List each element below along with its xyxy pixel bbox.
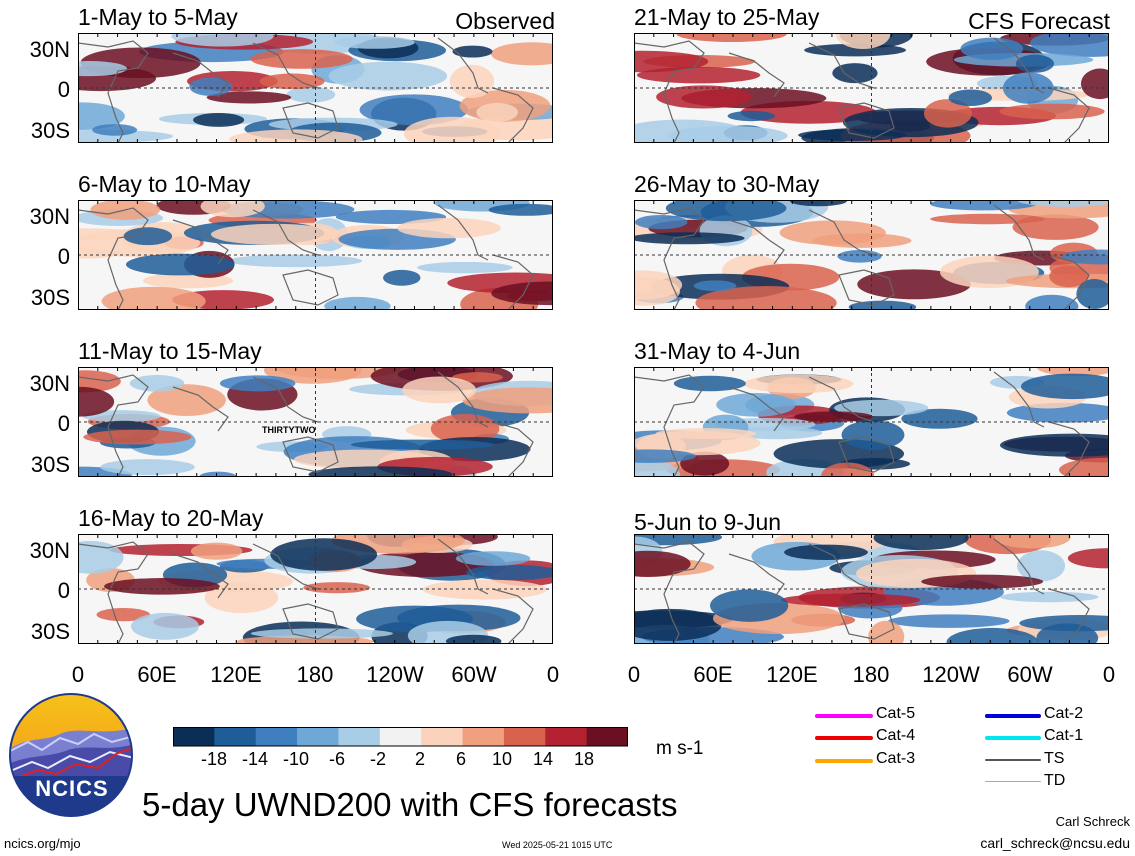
panel-title-3: 11-May to 15-May <box>78 338 262 364</box>
map-panel-6 <box>634 200 1109 310</box>
lon-label: 60W <box>1007 662 1053 687</box>
colorbar-tick: 10 <box>491 749 513 769</box>
legend-label-cat2: Cat-2 <box>1044 705 1084 722</box>
panel-title-5: 21-May to 25-May <box>634 4 820 30</box>
colorbar-swatch <box>297 728 339 746</box>
lat-label-eq: 0 <box>57 77 70 102</box>
lat-label-30s: 30S <box>30 118 70 143</box>
lon-label: 180 <box>296 662 334 687</box>
map-panel-1 <box>78 33 553 143</box>
lon-label: 120E <box>210 662 262 687</box>
legend-label-cat4: Cat-4 <box>876 727 916 744</box>
panel-title-6: 26-May to 30-May <box>634 171 820 197</box>
map-panel-3 <box>78 367 553 477</box>
timestamp: Wed 2025-05-21 1015 UTC <box>502 840 613 850</box>
map-panel-5 <box>634 33 1109 143</box>
legend-line-ts <box>985 759 1041 761</box>
lat-label-eq: 0 <box>57 578 70 603</box>
lon-label: 120E <box>766 662 818 687</box>
lon-label: 0 <box>546 662 560 687</box>
colorbar-swatch <box>173 728 215 746</box>
lat-label-30n: 30N <box>29 37 70 62</box>
colorbar-swatch <box>214 728 257 746</box>
legend-line-cat2 <box>985 714 1041 718</box>
logo-text: NCICS <box>35 776 109 801</box>
lon-label: 60W <box>451 662 497 687</box>
author-email: carl_schreck@ncsu.edu <box>980 835 1130 851</box>
map-panel-8 <box>634 534 1109 644</box>
colorbar-tick: 14 <box>532 749 554 769</box>
colorbar-tick: -6 <box>328 749 346 769</box>
map-panel-4 <box>78 534 553 644</box>
panel-title-7: 31-May to 4-Jun <box>634 338 801 364</box>
lon-label: 60E <box>137 662 177 687</box>
colorbar-tick: -18 <box>200 749 228 769</box>
lat-label-30s: 30S <box>30 285 70 310</box>
colorbar-tick: -2 <box>369 749 387 769</box>
lon-label: 180 <box>852 662 890 687</box>
colorbar-tick: 6 <box>455 749 467 769</box>
colorbar-tick: 2 <box>414 749 426 769</box>
legend-label-ts: TS <box>1044 750 1065 767</box>
storm-label: THIRTYTWO <box>262 425 316 435</box>
lat-label-30n: 30N <box>29 371 70 396</box>
colorbar-tick: 18 <box>573 749 595 769</box>
colorbar-swatch <box>255 728 298 746</box>
site-url: ncics.org/mjo <box>4 836 81 851</box>
lat-label-30n: 30N <box>29 204 70 229</box>
legend-label-cat5: Cat-5 <box>876 705 916 722</box>
colorbar-tick: -10 <box>282 749 310 769</box>
legend-line-cat5 <box>815 714 873 718</box>
lon-label: 0 <box>627 662 641 687</box>
map-panel-2 <box>78 200 553 310</box>
lon-label: 60E <box>693 662 733 687</box>
ncics-logo <box>9 693 133 817</box>
author-name: Carl Schreck <box>1055 814 1130 829</box>
lat-label-eq: 0 <box>57 244 70 269</box>
lon-label: 120W <box>922 662 980 687</box>
colorbar-swatch <box>503 728 546 746</box>
legend-label-cat1: Cat-1 <box>1044 727 1084 744</box>
panel-title-8: 5-Jun to 9-Jun <box>634 509 782 535</box>
map-panel-7 <box>634 367 1109 477</box>
legend-line-cat4 <box>815 736 873 740</box>
observed-label: Observed <box>455 8 555 34</box>
colorbar-swatch <box>421 728 464 746</box>
panel-title-4: 16-May to 20-May <box>78 505 264 531</box>
cfs-forecast-label: CFS Forecast <box>968 8 1110 34</box>
legend-line-td <box>985 781 1041 782</box>
lat-label-30s: 30S <box>30 452 70 477</box>
colorbar <box>173 727 628 747</box>
colorbar-border <box>173 727 628 747</box>
lat-label-eq: 0 <box>57 411 70 436</box>
colorbar-swatch <box>379 728 422 746</box>
legend-label-cat3: Cat-3 <box>876 750 916 767</box>
lon-label: 0 <box>71 662 85 687</box>
legend-line-cat3 <box>815 759 873 763</box>
colorbar-swatch <box>338 728 381 746</box>
panel-title-1: 1-May to 5-May <box>78 4 238 30</box>
colorbar-swatch <box>586 728 628 746</box>
panel-title-2: 6-May to 10-May <box>78 171 251 197</box>
lon-label: 0 <box>1102 662 1116 687</box>
legend-label-td: TD <box>1044 772 1066 789</box>
colorbar-swatch <box>462 728 505 746</box>
lat-label-30s: 30S <box>30 619 70 644</box>
lon-label: 120W <box>366 662 424 687</box>
colorbar-tick: -14 <box>241 749 269 769</box>
colorbar-swatch <box>545 728 588 746</box>
legend-line-cat1 <box>985 736 1041 740</box>
units-label: m s-1 <box>656 738 704 759</box>
main-title: 5-day UWND200 with CFS forecasts <box>142 786 678 823</box>
lat-label-30n: 30N <box>29 538 70 563</box>
